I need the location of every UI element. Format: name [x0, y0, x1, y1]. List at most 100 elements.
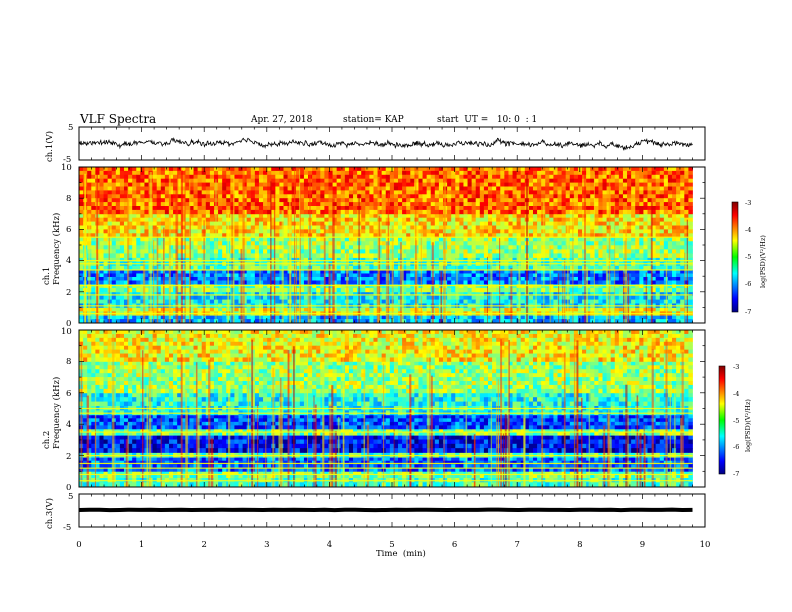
spectrogram-cell	[451, 221, 456, 226]
spectrogram-cell	[111, 276, 117, 281]
spectrogram-cell	[496, 241, 501, 246]
spectrogram-cell	[369, 276, 374, 281]
spectrogram-cell	[181, 174, 186, 180]
spectrogram-cell	[222, 295, 227, 300]
spectrogram-cell	[590, 225, 595, 230]
spectrogram-cell	[103, 265, 109, 271]
spectrogram-cell	[144, 229, 149, 234]
spectrogram-cell	[672, 257, 677, 263]
spectrogram-cell	[328, 295, 333, 300]
spectrogram-cell	[479, 213, 485, 219]
spectrogram-cell	[410, 299, 415, 304]
spectrogram-cell	[393, 276, 399, 281]
spectrogram-cell	[115, 167, 121, 172]
spectrogram-cell	[647, 213, 652, 219]
spectrogram-cell	[316, 299, 321, 304]
spectrogram-cell	[132, 182, 137, 187]
spectrogram-cell	[602, 237, 607, 242]
spectrogram-cell	[594, 178, 599, 183]
spectrogram-cell	[279, 299, 284, 304]
spectrogram-cell	[79, 229, 84, 234]
spectrogram-cell	[643, 237, 648, 242]
spectrogram-cell	[193, 237, 199, 242]
spectrogram-cell	[328, 280, 333, 285]
spectrogram-cell	[218, 174, 223, 180]
spectrogram-cell	[271, 178, 276, 183]
spectrogram-cell	[177, 269, 182, 274]
spectrogram-cell	[528, 253, 534, 258]
spectrogram-cell	[295, 237, 301, 242]
spectrogram-cell	[532, 233, 538, 238]
spectrogram-cell	[332, 295, 338, 300]
spectrogram-cell	[631, 249, 636, 254]
spectrogram-cell	[467, 217, 473, 222]
spectrogram-cell	[545, 213, 550, 219]
spectrogram-cell	[123, 273, 129, 278]
spectrogram-cell	[123, 225, 129, 230]
spectrogram-cell	[234, 269, 239, 274]
spectrogram-cell	[246, 167, 252, 172]
spectrogram-cell	[336, 280, 342, 285]
spectrogram-cell	[156, 241, 162, 246]
spectrogram-cell	[303, 319, 309, 323]
spectrogram-cell	[610, 291, 616, 297]
spectrogram-cell	[353, 280, 358, 285]
spectrogram-cell	[238, 178, 243, 183]
spectrogram-cell	[549, 291, 554, 297]
spectrogram-cell	[577, 237, 583, 242]
spectrogram-cell	[246, 319, 252, 323]
spectrogram-cell	[128, 291, 133, 297]
spectrogram-cell	[586, 174, 591, 180]
spectrogram-cell	[279, 265, 284, 271]
spectrogram-cell	[434, 241, 440, 246]
spectrogram-cell	[209, 213, 215, 219]
spectrogram-cell	[635, 273, 640, 278]
spectrogram-cell	[324, 291, 329, 297]
spectrogram-cell	[430, 233, 436, 238]
spectrogram-cell	[132, 287, 137, 293]
spectrogram-cell	[569, 241, 575, 246]
spectrogram-cell	[447, 233, 452, 238]
spectrogram-cell	[295, 257, 301, 263]
spectrogram-cell	[569, 233, 575, 238]
spectrogram-cell	[234, 241, 239, 246]
spectrogram-cell	[275, 291, 280, 297]
spectrogram-cell	[299, 229, 305, 234]
spectrogram-cell	[410, 287, 415, 293]
spectrogram-cell	[557, 221, 562, 226]
spectrogram-cell	[369, 225, 374, 230]
spectrogram-cell	[479, 287, 485, 293]
spectrogram-cell	[659, 221, 665, 226]
spectrogram-cell	[340, 249, 346, 254]
spectrogram-cell	[447, 269, 452, 274]
spectrogram-cell	[136, 170, 141, 176]
spectrogram-cell	[663, 217, 669, 222]
spectrogram-cell	[434, 245, 440, 250]
spectrogram-cell	[373, 269, 378, 274]
spectrogram-cell	[91, 213, 96, 219]
spectrogram-cell	[156, 245, 162, 250]
spectrogram-cell	[205, 291, 211, 297]
spectrogram-cell	[676, 237, 681, 242]
spectrogram-cell	[475, 273, 481, 278]
spectrogram-cell	[680, 319, 685, 323]
spectrogram-cell	[647, 299, 652, 304]
spectrogram-cell	[586, 178, 591, 183]
spectrogram-cell	[586, 280, 591, 285]
spectrogram-cell	[426, 213, 432, 219]
spectrogram-cell	[99, 276, 104, 281]
spectrogram-cell	[487, 229, 493, 234]
spectrogram-cell	[586, 225, 591, 230]
spectrogram-cell	[312, 253, 317, 258]
spectrogram-cell	[250, 213, 256, 219]
spectrogram-cell	[340, 170, 346, 176]
spectrogram-cell	[156, 291, 162, 297]
spectrogram-cell	[528, 178, 534, 183]
spectrogram-cell	[549, 315, 554, 320]
spectrogram-cell	[475, 287, 481, 293]
spectrogram-cell	[471, 253, 477, 258]
spectrogram-cell	[348, 174, 354, 180]
spectrogram-cell	[336, 225, 342, 230]
spectrogram-cell	[140, 170, 145, 176]
spectrogram-cell	[614, 213, 620, 219]
